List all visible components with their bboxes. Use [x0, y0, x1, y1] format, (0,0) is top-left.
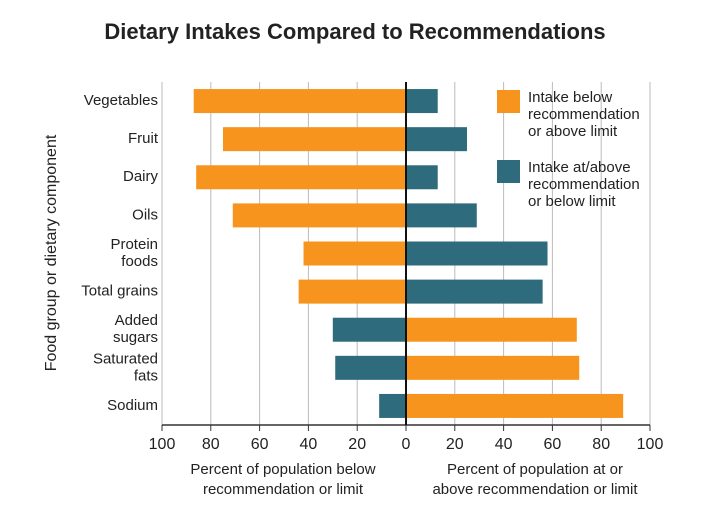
bar — [406, 203, 477, 228]
x-axis-label-left-line: recommendation or limit — [203, 481, 364, 498]
x-axis-label-right: Percent of population at or above recomme… — [432, 461, 638, 498]
y-tick-label: Added sugars — [113, 312, 158, 346]
bar — [406, 393, 624, 418]
y-tick-label: Vegetables — [84, 92, 158, 109]
bar — [223, 127, 406, 152]
legend-label-line: or below limit — [528, 193, 616, 210]
bar — [298, 279, 406, 304]
x-tick-label: 20 — [446, 436, 464, 453]
y-tick-label: Oils — [132, 206, 158, 223]
y-tick-label: Dairy — [123, 168, 159, 185]
legend-label-line: Intake at/above — [528, 159, 631, 176]
legend-label-line: Intake below — [528, 89, 612, 106]
x-tick-label: 0 — [402, 436, 411, 453]
legend-swatch — [497, 160, 520, 183]
x-axis-label-right-line: Percent of population at or — [447, 461, 623, 478]
bar — [232, 203, 406, 228]
x-axis-label-right-line: above recommendation or limit — [432, 481, 638, 498]
legend-label: Intake below recommendation or above limit — [528, 89, 640, 140]
y-tick-label: Sodium — [107, 397, 158, 414]
y-tick-label-line: sugars — [113, 329, 158, 346]
y-tick-label: Fruit — [128, 130, 159, 147]
x-tick-label: 20 — [348, 436, 366, 453]
bar — [406, 355, 580, 380]
x-axis-label-left-line: Percent of population below — [190, 461, 375, 478]
chart-title: Dietary Intakes Compared to Recommendati… — [104, 19, 605, 44]
y-tick-label: Saturated fats — [93, 350, 158, 384]
y-tick-label: Total grains — [81, 283, 158, 300]
x-tick-label: 60 — [544, 436, 562, 453]
bar — [379, 393, 406, 418]
x-tick-label: 80 — [202, 436, 220, 453]
legend-label: Intake at/above recommendation or below li… — [528, 159, 640, 210]
bar — [332, 317, 406, 342]
bar — [193, 89, 406, 114]
x-tick-label: 80 — [592, 436, 610, 453]
bar — [303, 241, 406, 266]
bar — [335, 355, 406, 380]
y-tick-label-line: fats — [134, 367, 158, 384]
x-tick-label: 40 — [495, 436, 513, 453]
x-tick-label: 100 — [149, 436, 176, 453]
y-tick-label-line: foods — [121, 253, 158, 270]
bar — [406, 127, 467, 152]
bar — [406, 89, 438, 114]
x-tick-label: 40 — [300, 436, 318, 453]
bar — [406, 165, 438, 190]
x-axis-label-left: Percent of population below recommendatio… — [190, 461, 375, 498]
x-tick-label: 100 — [637, 436, 664, 453]
y-axis-label: Food group or dietary component — [43, 134, 60, 371]
legend-swatch — [497, 90, 520, 113]
legend-label-line: or above limit — [528, 123, 618, 140]
bar — [406, 241, 548, 266]
bar — [406, 279, 543, 304]
legend-label-line: recommendation — [528, 106, 640, 123]
y-tick-label: Protein foods — [110, 236, 158, 270]
y-tick-label-line: Added — [115, 312, 158, 329]
legend-label-line: recommendation — [528, 176, 640, 193]
y-tick-label-line: Protein — [110, 236, 158, 253]
bar — [406, 317, 577, 342]
x-tick-label: 60 — [251, 436, 269, 453]
bar — [196, 165, 406, 190]
y-tick-label-line: Saturated — [93, 350, 158, 367]
